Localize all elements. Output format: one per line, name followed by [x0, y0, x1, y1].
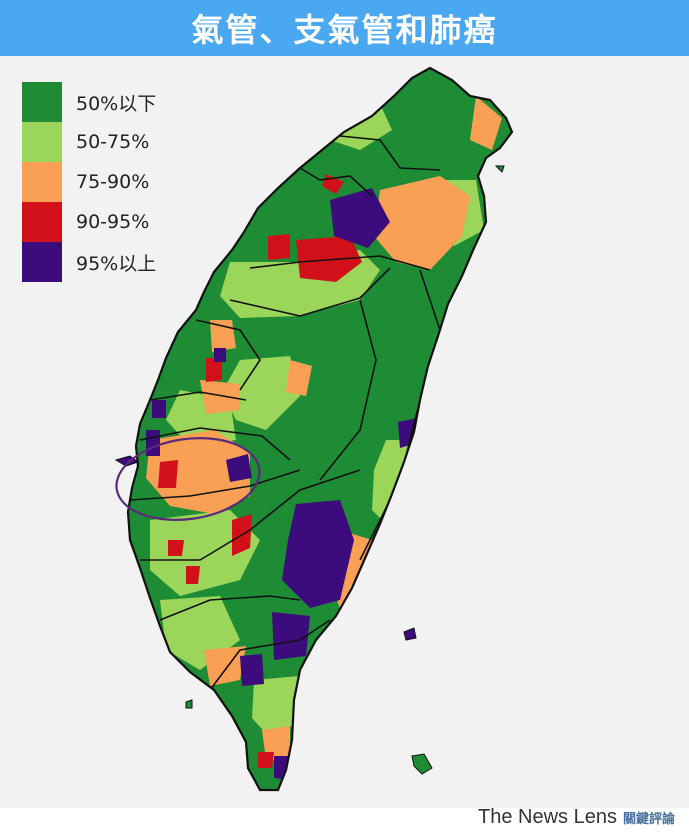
region-red	[296, 236, 362, 282]
region-purple	[282, 500, 354, 608]
region-red	[158, 460, 178, 488]
region-purple	[152, 400, 166, 418]
brand-name: The News Lens	[478, 806, 617, 828]
brand-name-cn: 關鍵評論	[622, 812, 675, 827]
region-red	[258, 752, 274, 768]
legend-swatch	[22, 242, 62, 282]
region-orange	[470, 96, 502, 150]
region-red	[268, 234, 290, 260]
region-orange	[146, 430, 250, 514]
region-purple	[226, 454, 252, 482]
region-red	[168, 540, 184, 556]
legend-label: 75-90%	[76, 171, 150, 193]
offshore-island	[411, 753, 433, 775]
region-orange	[200, 380, 240, 414]
legend-label: 95%以上	[76, 252, 157, 275]
map-title: 氣管、支氣管和肺癌	[191, 11, 498, 49]
region-purple	[272, 612, 310, 660]
region-purple	[146, 430, 160, 456]
legend-swatch	[22, 122, 62, 162]
offshore-island	[185, 699, 193, 709]
legend-item: 75-90%	[22, 162, 156, 202]
region-purple	[214, 348, 226, 362]
region-orange	[374, 176, 470, 270]
region-orange	[204, 646, 246, 686]
legend: 50%以下 50-75% 75-90% 90-95% 95%以上	[22, 82, 156, 282]
offshore-island	[403, 627, 417, 641]
highlight-circle	[115, 437, 261, 521]
offshore-island	[494, 165, 505, 173]
region-purple	[240, 654, 264, 686]
legend-label: 50%以下	[76, 92, 157, 115]
region-light-green	[222, 356, 300, 430]
region-purple	[330, 188, 390, 248]
legend-item: 50%以下	[22, 82, 156, 122]
legend-swatch	[22, 162, 62, 202]
legend-label: 90-95%	[76, 211, 150, 233]
legend-label: 50-75%	[76, 131, 150, 153]
region-red	[206, 358, 222, 382]
legend-swatch	[22, 82, 62, 122]
legend-item: 90-95%	[22, 202, 156, 242]
title-banner: 氣管、支氣管和肺癌	[0, 0, 689, 56]
legend-swatch	[22, 202, 62, 242]
legend-item: 50-75%	[22, 122, 156, 162]
region-orange	[286, 360, 312, 396]
footer-brand: The News Lens 關鍵評論	[478, 806, 675, 832]
region-light-green	[252, 676, 300, 740]
region-red	[186, 566, 200, 584]
legend-item: 95%以上	[22, 242, 156, 282]
region-orange	[262, 726, 290, 760]
